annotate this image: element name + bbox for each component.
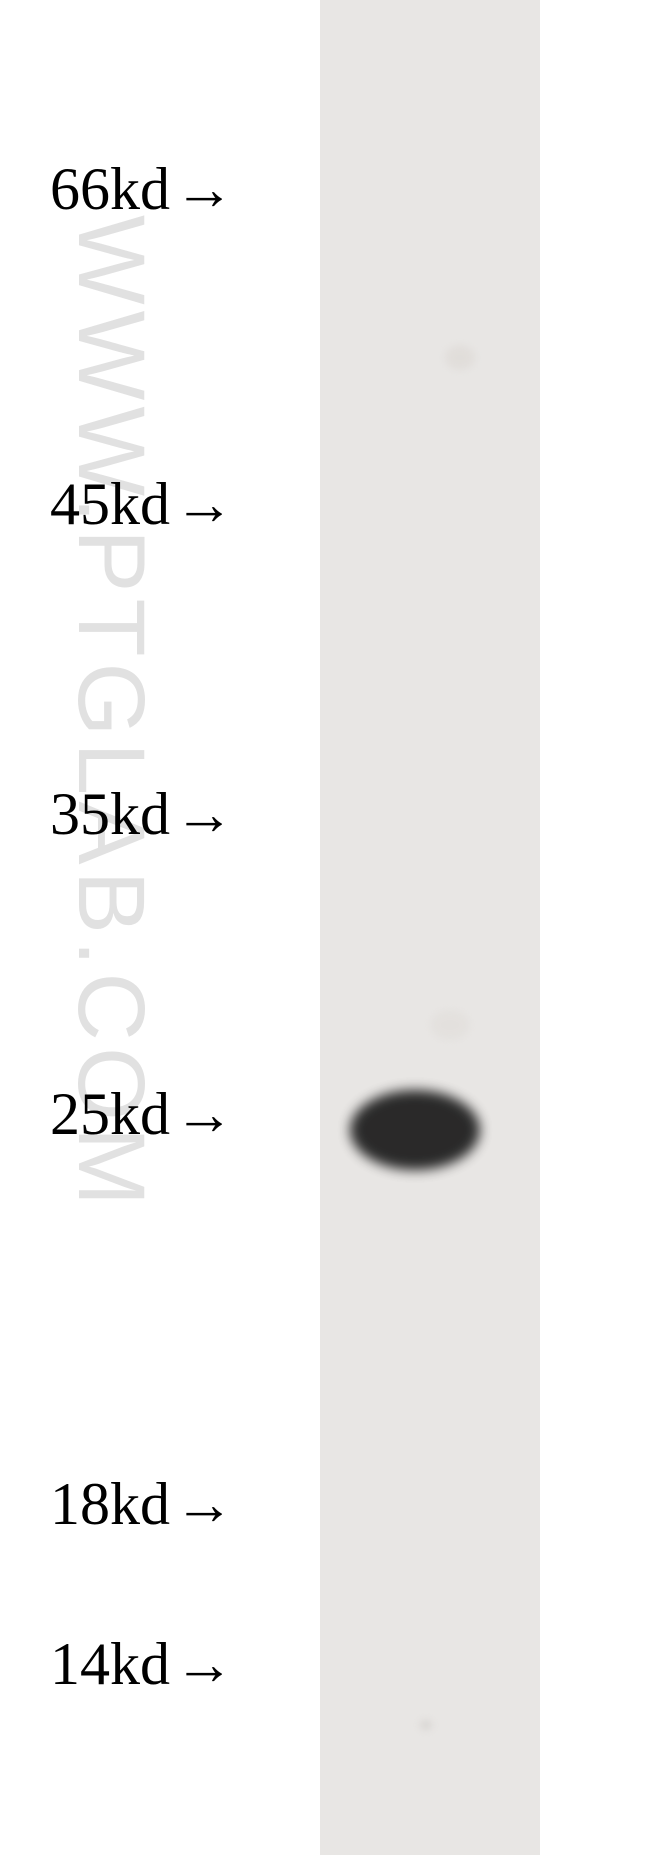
marker-14kd-label: 14kd: [50, 1630, 170, 1699]
marker-35kd: 35kd →: [50, 780, 234, 849]
marker-66kd: 66kd →: [50, 155, 234, 224]
marker-25kd: 25kd →: [50, 1080, 234, 1149]
marker-45kd-label: 45kd: [50, 470, 170, 539]
protein-band-25kd: [350, 1090, 480, 1170]
lane-noise-1: [445, 345, 475, 370]
marker-18kd: 18kd →: [50, 1470, 234, 1539]
marker-35kd-label: 35kd: [50, 780, 170, 849]
marker-45kd: 45kd →: [50, 470, 234, 539]
arrow-icon: →: [174, 470, 234, 539]
arrow-icon: →: [174, 1630, 234, 1699]
arrow-icon: →: [174, 780, 234, 849]
arrow-icon: →: [174, 1080, 234, 1149]
marker-66kd-label: 66kd: [50, 155, 170, 224]
western-blot-container: WWW.PTGLAB.COM 66kd → 45kd → 35kd → 25kd…: [0, 0, 650, 1855]
gel-lane: [320, 0, 540, 1855]
arrow-icon: →: [174, 155, 234, 224]
marker-14kd: 14kd →: [50, 1630, 234, 1699]
watermark-text: WWW.PTGLAB.COM: [56, 215, 165, 1212]
marker-25kd-label: 25kd: [50, 1080, 170, 1149]
lane-noise-2: [420, 1720, 432, 1730]
marker-18kd-label: 18kd: [50, 1470, 170, 1539]
arrow-icon: →: [174, 1470, 234, 1539]
lane-noise-3: [430, 1010, 470, 1040]
